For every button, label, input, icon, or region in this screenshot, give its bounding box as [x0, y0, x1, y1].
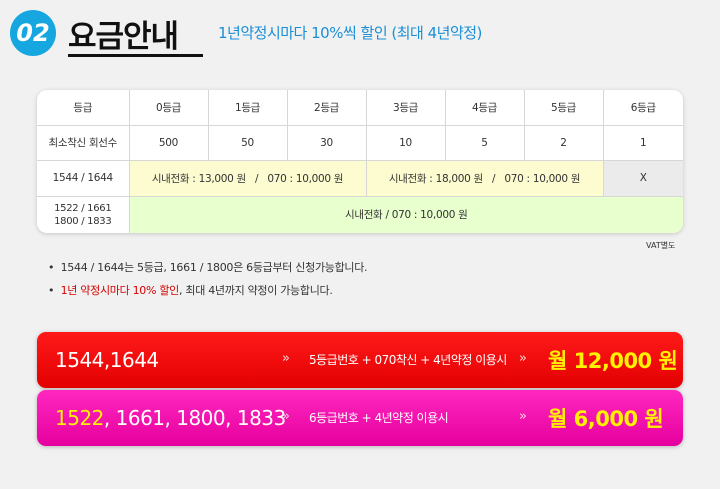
table-cell: 500 — [128, 124, 209, 161]
table-header-cell: 4등급 — [444, 90, 525, 126]
table-cell: 5 — [444, 124, 525, 161]
table-header-cell: 5등급 — [523, 90, 604, 126]
plan-numbers: 1522, 1661, 1800, 1833 — [55, 406, 286, 430]
plan-price: 월 6,000 원 — [548, 407, 664, 431]
plan-description: 6등급번호 + 4년약정 이용시 — [309, 411, 449, 425]
table-header-cell: 2등급 — [286, 90, 367, 126]
row-label: 1544 / 1644 — [37, 159, 130, 197]
section-header: 02 요금안내 1년약정시마다 10%씩 할인 (최대 4년약정) — [0, 0, 720, 62]
title-underline — [68, 54, 203, 57]
note-text: 1544 / 1644는 5등급, 1661 / 1800은 6등급부터 신청가… — [60, 261, 368, 274]
table-header-row: 등급 0등급 1등급 2등급 3등급 4등급 5등급 6등급 — [37, 90, 683, 126]
table-header-cell: 등급 — [37, 90, 130, 126]
price-cell-all-grades: 시내전화 / 070 : 10,000 원 — [128, 195, 683, 233]
notes-list: • 1544 / 1644는 5등급, 1661 / 1800은 6등급부터 신… — [48, 259, 368, 305]
table-row-min-lines: 최소착신 회선수 500 50 30 10 5 2 1 — [37, 124, 683, 161]
table-header-cell: 0등급 — [128, 90, 209, 126]
row-label: 최소착신 회선수 — [37, 124, 130, 161]
double-chevron-icon: » — [519, 351, 527, 366]
row-label-line: 1800 / 1833 — [54, 215, 112, 227]
double-chevron-icon: » — [519, 409, 527, 424]
price-cell-grade-0-2: 시내전화 : 13,000 원 / 070 : 10,000 원 — [128, 159, 367, 197]
plan-number-rest: , 1661, 1800, 1833 — [103, 406, 286, 430]
bullet-icon: • — [48, 261, 61, 274]
plan-banner-1544: 1544,1644 » 5등급번호 + 070착신 + 4년약정 이용시 » 월… — [37, 332, 683, 388]
row-label: 1522 / 1661 1800 / 1833 — [37, 195, 130, 233]
table-header-cell: 1등급 — [207, 90, 288, 126]
list-item: • 1년 약정시마다 10% 할인, 최대 4년까지 약정이 가능합니다. — [48, 282, 367, 305]
double-chevron-icon: » — [282, 409, 290, 424]
table-header-cell: 3등급 — [365, 90, 446, 126]
plan-description: 5등급번호 + 070착신 + 4년약정 이용시 — [309, 353, 507, 367]
section-number-badge: 02 — [10, 10, 56, 56]
double-chevron-icon: » — [282, 351, 290, 366]
bullet-icon: • — [48, 284, 61, 297]
page-subtitle: 1년약정시마다 10%씩 할인 (최대 4년약정) — [218, 24, 482, 42]
table-cell: 30 — [286, 124, 367, 161]
note-text: , 최대 4년까지 약정이 가능합니다. — [179, 284, 333, 297]
list-item: • 1544 / 1644는 5등급, 1661 / 1800은 6등급부터 신… — [48, 259, 368, 282]
pricing-table-card: 등급 0등급 1등급 2등급 3등급 4등급 5등급 6등급 최소착신 회선수 … — [37, 90, 683, 233]
table-cell: 10 — [365, 124, 446, 161]
table-cell: 2 — [523, 124, 604, 161]
row-label-line: 1522 / 1661 — [54, 202, 112, 214]
plan-number-highlight: 1522 — [55, 406, 104, 430]
table-row-1522: 1522 / 1661 1800 / 1833 시내전화 / 070 : 10,… — [37, 195, 683, 233]
unavailable-cell: X — [602, 159, 683, 197]
table-row-1544: 1544 / 1644 시내전화 : 13,000 원 / 070 : 10,0… — [37, 159, 683, 197]
price-cell-grade-3-5: 시내전화 : 18,000 원 / 070 : 10,000 원 — [365, 159, 604, 197]
plan-banner-1522: 1522, 1661, 1800, 1833 » 6등급번호 + 4년약정 이용… — [37, 390, 683, 446]
plan-price: 월 12,000 원 — [548, 349, 678, 373]
plan-numbers: 1544,1644 — [55, 348, 159, 372]
vat-note: VAT별도 — [646, 241, 676, 250]
table-header-cell: 6등급 — [602, 90, 683, 126]
table-cell: 1 — [602, 124, 683, 161]
page-title: 요금안내 — [68, 19, 179, 55]
pricing-table: 등급 0등급 1등급 2등급 3등급 4등급 5등급 6등급 최소착신 회선수 … — [37, 90, 683, 233]
table-cell: 50 — [207, 124, 288, 161]
note-highlight: 1년 약정시마다 10% 할인 — [60, 284, 180, 297]
